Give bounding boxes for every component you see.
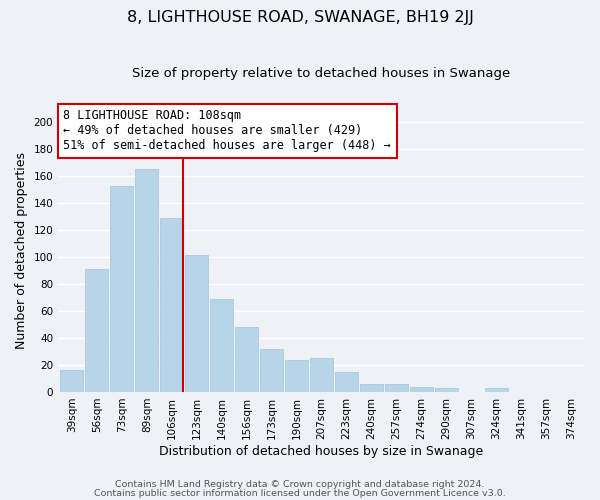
Bar bbox=[485, 388, 508, 392]
Bar bbox=[285, 360, 308, 392]
Bar bbox=[235, 327, 258, 392]
Bar bbox=[160, 218, 183, 392]
Bar bbox=[110, 186, 133, 392]
Bar bbox=[435, 388, 458, 392]
Bar bbox=[61, 370, 83, 392]
Text: Contains HM Land Registry data © Crown copyright and database right 2024.: Contains HM Land Registry data © Crown c… bbox=[115, 480, 485, 489]
Text: Contains public sector information licensed under the Open Government Licence v3: Contains public sector information licen… bbox=[94, 488, 506, 498]
Bar bbox=[260, 348, 283, 392]
Bar bbox=[136, 169, 158, 392]
Bar bbox=[185, 256, 208, 392]
Y-axis label: Number of detached properties: Number of detached properties bbox=[15, 152, 28, 348]
Bar bbox=[360, 384, 383, 392]
Bar bbox=[310, 358, 333, 392]
X-axis label: Distribution of detached houses by size in Swanage: Distribution of detached houses by size … bbox=[160, 444, 484, 458]
Text: 8, LIGHTHOUSE ROAD, SWANAGE, BH19 2JJ: 8, LIGHTHOUSE ROAD, SWANAGE, BH19 2JJ bbox=[127, 10, 473, 25]
Bar bbox=[335, 372, 358, 392]
Bar bbox=[85, 269, 109, 392]
Bar bbox=[385, 384, 408, 392]
Bar bbox=[210, 298, 233, 392]
Text: 8 LIGHTHOUSE ROAD: 108sqm
← 49% of detached houses are smaller (429)
51% of semi: 8 LIGHTHOUSE ROAD: 108sqm ← 49% of detac… bbox=[64, 110, 391, 152]
Title: Size of property relative to detached houses in Swanage: Size of property relative to detached ho… bbox=[133, 68, 511, 80]
Bar bbox=[410, 386, 433, 392]
